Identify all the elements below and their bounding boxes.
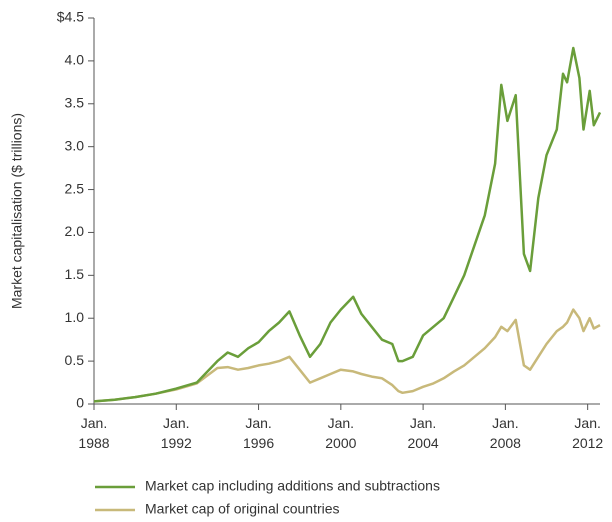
- y-tick-label: 1.0: [65, 309, 85, 325]
- x-tick-label: Jan. 1988: [78, 415, 109, 451]
- legend-label: Market cap of original countries: [145, 501, 340, 517]
- y-tick-label: 4.0: [65, 52, 85, 68]
- x-tick-label: Jan. 2008: [490, 415, 521, 451]
- y-tick-label: 2.0: [65, 223, 85, 239]
- x-tick-label: Jan. 1996: [243, 415, 274, 451]
- y-tick-label: $4.5: [57, 9, 84, 25]
- series-line: [93, 308, 601, 403]
- y-tick-label: 2.5: [65, 180, 85, 196]
- y-tick-label: 0: [76, 395, 84, 411]
- y-tick-label: 0.5: [65, 352, 85, 368]
- y-axis-label: Market capitalisation ($ trillions): [9, 113, 25, 309]
- legend-label: Market cap including additions and subtr…: [145, 478, 440, 494]
- x-tick-label: Jan. 2004: [408, 415, 439, 451]
- x-tick-label: Jan. 1992: [161, 415, 192, 451]
- x-tick-label: Jan. 2000: [325, 415, 356, 451]
- y-tick-label: 1.5: [65, 266, 85, 282]
- y-tick-label: 3.5: [65, 94, 85, 110]
- y-tick-label: 3.0: [65, 137, 85, 153]
- series-line: [93, 46, 602, 403]
- x-tick-label: Jan. 2012: [572, 415, 603, 451]
